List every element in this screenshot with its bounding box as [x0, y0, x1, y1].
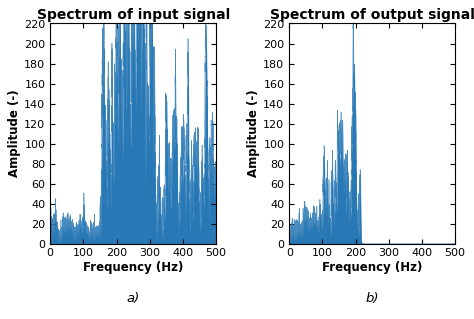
Title: Spectrum of input signal: Spectrum of input signal: [36, 8, 230, 22]
Text: a): a): [127, 292, 140, 305]
X-axis label: Frequency (Hz): Frequency (Hz): [83, 261, 183, 274]
X-axis label: Frequency (Hz): Frequency (Hz): [322, 261, 422, 274]
Title: Spectrum of output signal: Spectrum of output signal: [270, 8, 474, 22]
Y-axis label: Amplitude (-): Amplitude (-): [9, 90, 21, 177]
Y-axis label: Amplitude (-): Amplitude (-): [247, 90, 260, 177]
Text: b): b): [365, 292, 379, 305]
